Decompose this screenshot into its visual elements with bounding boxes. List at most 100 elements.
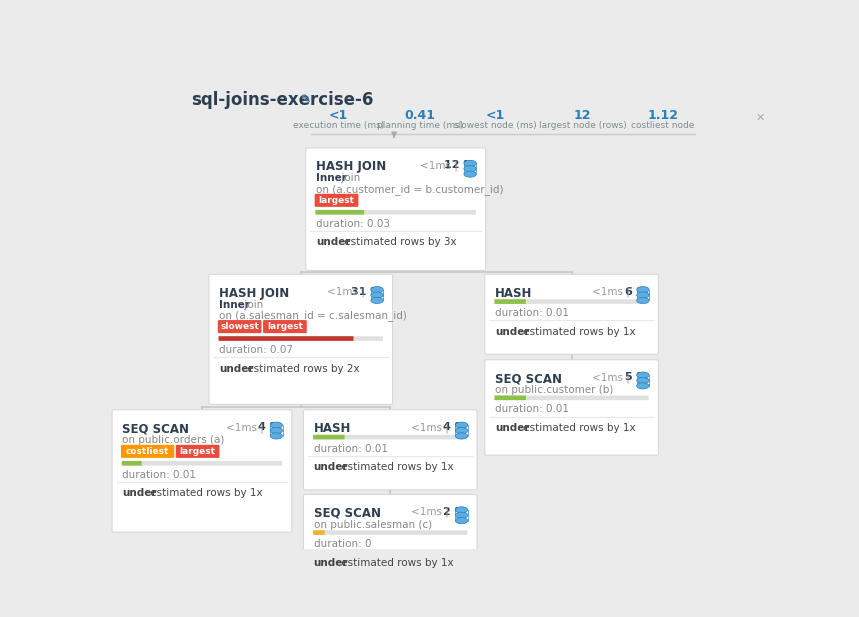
Ellipse shape (455, 422, 468, 428)
FancyBboxPatch shape (122, 461, 282, 466)
Text: on public.salesman (c): on public.salesman (c) (314, 520, 432, 530)
Ellipse shape (637, 383, 649, 389)
Text: HASH: HASH (314, 422, 350, 435)
Ellipse shape (637, 378, 649, 384)
Text: Inner: Inner (219, 300, 250, 310)
FancyBboxPatch shape (303, 494, 477, 590)
Text: on public.orders (a): on public.orders (a) (122, 435, 224, 445)
FancyBboxPatch shape (314, 530, 467, 535)
FancyBboxPatch shape (263, 320, 307, 333)
Text: largest: largest (180, 447, 216, 456)
Ellipse shape (371, 292, 383, 298)
FancyBboxPatch shape (314, 530, 325, 535)
Text: 12 %: 12 % (444, 160, 475, 170)
Ellipse shape (464, 160, 476, 167)
Ellipse shape (637, 286, 649, 292)
Text: duration: 0.01: duration: 0.01 (314, 444, 387, 453)
Text: duration: 0.01: duration: 0.01 (495, 404, 569, 415)
Text: <1: <1 (485, 109, 504, 122)
FancyBboxPatch shape (121, 445, 174, 458)
Text: estimated rows by 2x: estimated rows by 2x (244, 363, 359, 373)
Text: HASH JOIN: HASH JOIN (316, 160, 386, 173)
Text: under: under (314, 558, 348, 568)
Text: duration: 0.01: duration: 0.01 (495, 308, 569, 318)
Ellipse shape (270, 422, 283, 428)
Text: <1ms |: <1ms | (420, 160, 460, 171)
Ellipse shape (637, 292, 649, 298)
FancyBboxPatch shape (314, 435, 467, 439)
Text: HASH JOIN: HASH JOIN (219, 286, 289, 300)
Text: estimated rows by 1x: estimated rows by 1x (338, 462, 454, 472)
Text: <1ms |: <1ms | (226, 422, 267, 433)
Text: under: under (122, 488, 156, 499)
FancyBboxPatch shape (122, 461, 142, 466)
Text: under: under (314, 462, 348, 472)
Text: under: under (495, 326, 529, 337)
Text: slowest: slowest (220, 322, 259, 331)
FancyBboxPatch shape (315, 210, 476, 215)
Text: 4 %: 4 % (443, 422, 466, 432)
FancyBboxPatch shape (315, 210, 364, 215)
Text: 6 %: 6 % (624, 286, 648, 297)
FancyBboxPatch shape (218, 320, 261, 333)
FancyBboxPatch shape (314, 194, 358, 207)
Text: HASH: HASH (495, 286, 533, 300)
FancyBboxPatch shape (495, 395, 526, 400)
FancyBboxPatch shape (112, 410, 292, 532)
FancyBboxPatch shape (495, 395, 649, 400)
Text: 1.12: 1.12 (648, 109, 679, 122)
Ellipse shape (270, 433, 283, 439)
Text: 2 %: 2 % (443, 507, 466, 517)
Ellipse shape (464, 166, 476, 172)
Text: sql-joins-exercise-6: sql-joins-exercise-6 (191, 91, 374, 109)
Text: execution time (ms): execution time (ms) (293, 121, 384, 130)
Text: 31 %: 31 % (351, 286, 381, 297)
Text: <1ms |: <1ms | (326, 286, 368, 297)
Ellipse shape (455, 512, 468, 518)
Ellipse shape (371, 297, 383, 304)
Text: on (a.customer_id = b.customer_id): on (a.customer_id = b.customer_id) (316, 184, 503, 195)
Text: 12: 12 (574, 109, 591, 122)
Ellipse shape (455, 433, 468, 439)
Ellipse shape (371, 286, 383, 292)
Text: estimated rows by 1x: estimated rows by 1x (520, 326, 636, 337)
FancyBboxPatch shape (218, 336, 353, 341)
Text: largest: largest (267, 322, 303, 331)
FancyBboxPatch shape (314, 435, 344, 439)
Text: duration: 0: duration: 0 (314, 539, 371, 549)
Text: Inner: Inner (316, 173, 347, 183)
Text: estimated rows by 3x: estimated rows by 3x (341, 238, 456, 247)
Ellipse shape (464, 171, 476, 177)
Text: duration: 0.01: duration: 0.01 (122, 470, 196, 480)
Text: slowest node (ms): slowest node (ms) (454, 121, 536, 130)
Text: estimated rows by 1x: estimated rows by 1x (147, 488, 263, 499)
Text: 5 %: 5 % (625, 372, 648, 382)
FancyBboxPatch shape (495, 299, 526, 304)
Text: <1ms |: <1ms | (593, 286, 634, 297)
Text: ✕: ✕ (756, 112, 765, 123)
FancyBboxPatch shape (495, 299, 649, 304)
Ellipse shape (637, 372, 649, 378)
Text: costliest: costliest (126, 447, 169, 456)
Text: under: under (495, 423, 529, 433)
Text: <1ms |: <1ms | (593, 372, 634, 383)
FancyBboxPatch shape (218, 336, 383, 341)
Text: on (a.salesman_id = c.salesman_id): on (a.salesman_id = c.salesman_id) (219, 310, 407, 321)
Ellipse shape (455, 518, 468, 524)
Text: estimated rows by 1x: estimated rows by 1x (520, 423, 636, 433)
Text: join: join (338, 173, 360, 183)
Ellipse shape (455, 428, 468, 434)
Text: duration: 0.07: duration: 0.07 (219, 345, 293, 355)
FancyBboxPatch shape (303, 410, 477, 490)
Text: 0.41: 0.41 (405, 109, 436, 122)
Text: largest node (rows): largest node (rows) (539, 121, 626, 130)
Text: ✎: ✎ (302, 93, 312, 106)
Text: under: under (316, 238, 350, 247)
Text: <1: <1 (329, 109, 348, 122)
Text: on public.customer (b): on public.customer (b) (495, 385, 613, 395)
Text: join: join (241, 300, 263, 310)
FancyBboxPatch shape (484, 360, 658, 455)
FancyBboxPatch shape (209, 274, 393, 404)
Text: under: under (219, 363, 253, 373)
Text: SEQ SCAN: SEQ SCAN (314, 507, 381, 520)
